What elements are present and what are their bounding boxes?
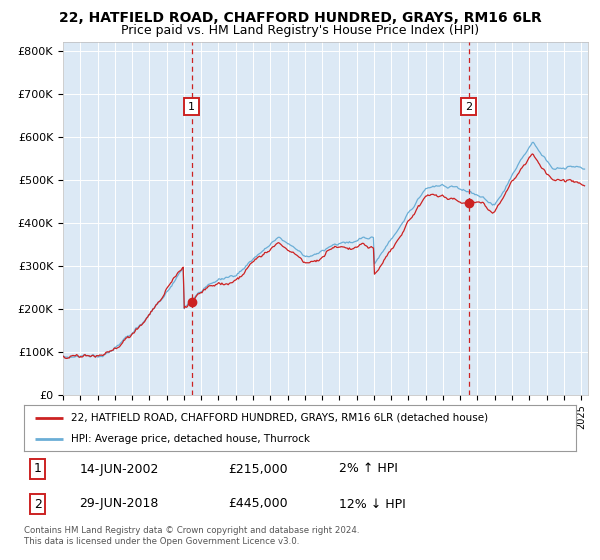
- Text: 2% ↑ HPI: 2% ↑ HPI: [338, 463, 398, 475]
- Text: Contains HM Land Registry data © Crown copyright and database right 2024.
This d: Contains HM Land Registry data © Crown c…: [24, 526, 359, 546]
- Text: 1: 1: [188, 101, 195, 111]
- Text: 1: 1: [34, 463, 42, 475]
- Text: £445,000: £445,000: [228, 497, 288, 511]
- Text: 12% ↓ HPI: 12% ↓ HPI: [338, 497, 406, 511]
- Text: 22, HATFIELD ROAD, CHAFFORD HUNDRED, GRAYS, RM16 6LR: 22, HATFIELD ROAD, CHAFFORD HUNDRED, GRA…: [59, 11, 541, 25]
- Text: £215,000: £215,000: [228, 463, 288, 475]
- Text: Price paid vs. HM Land Registry's House Price Index (HPI): Price paid vs. HM Land Registry's House …: [121, 24, 479, 36]
- Text: 29-JUN-2018: 29-JUN-2018: [79, 497, 158, 511]
- Text: 14-JUN-2002: 14-JUN-2002: [79, 463, 158, 475]
- Text: 2: 2: [34, 497, 42, 511]
- Text: 2: 2: [465, 101, 472, 111]
- Text: 22, HATFIELD ROAD, CHAFFORD HUNDRED, GRAYS, RM16 6LR (detached house): 22, HATFIELD ROAD, CHAFFORD HUNDRED, GRA…: [71, 413, 488, 423]
- Text: HPI: Average price, detached house, Thurrock: HPI: Average price, detached house, Thur…: [71, 435, 310, 444]
